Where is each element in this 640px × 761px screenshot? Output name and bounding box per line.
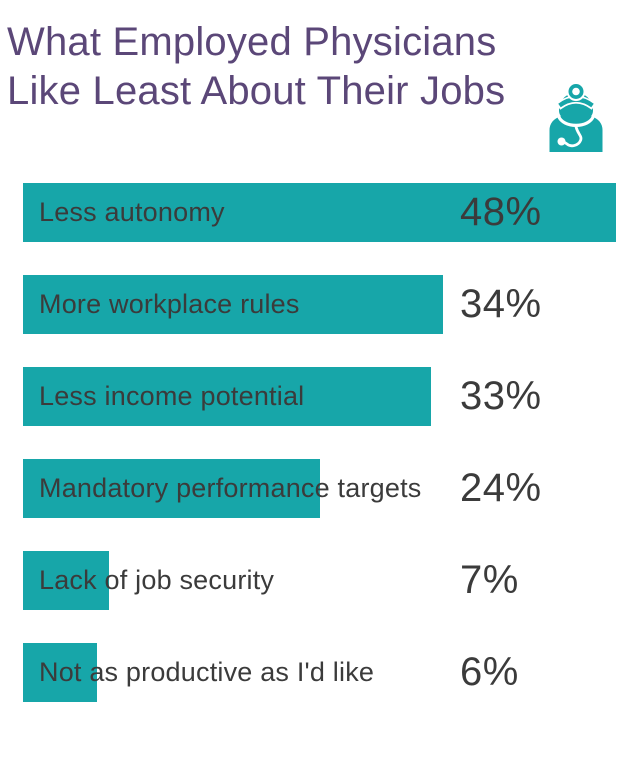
title-line-1: What Employed Physicians bbox=[7, 20, 497, 64]
bar-chart: Less autonomy 48% More workplace rules 34% L… bbox=[23, 183, 617, 735]
bar-label: More workplace rules bbox=[39, 289, 300, 319]
bar bbox=[23, 367, 431, 426]
bar bbox=[23, 551, 109, 610]
bar bbox=[23, 459, 320, 518]
bar-value: 48% bbox=[460, 190, 542, 234]
bar bbox=[23, 643, 97, 702]
doctor-icon bbox=[547, 82, 605, 152]
bar-row: Lack of job security 7% bbox=[23, 551, 617, 610]
bar-value: 6% bbox=[460, 650, 519, 694]
bar-value: 24% bbox=[460, 466, 542, 510]
bar-label: Less autonomy bbox=[39, 197, 225, 227]
bar-row: Not as productive as I'd like 6% bbox=[23, 643, 617, 702]
bar-label: Mandatory performance targets bbox=[39, 473, 422, 503]
bar-row: Mandatory performance targets 24% bbox=[23, 459, 617, 518]
bar bbox=[23, 275, 443, 334]
bar-label: Lack of job security bbox=[39, 565, 275, 595]
bar-value: 34% bbox=[460, 282, 542, 326]
title-line-2: Like Least About Their Jobs bbox=[7, 69, 506, 113]
bar-value: 33% bbox=[460, 374, 542, 418]
bar-row: Less autonomy 48% bbox=[23, 183, 617, 242]
bar bbox=[23, 183, 616, 242]
bar-row: More workplace rules 34% bbox=[23, 275, 617, 334]
bar-row: Less income potential 33% bbox=[23, 367, 617, 426]
bar-label: Not as productive as I'd like bbox=[39, 657, 375, 687]
bar-value: 7% bbox=[460, 558, 519, 602]
bar-label: Less income potential bbox=[39, 381, 305, 411]
page-title: What Employed Physicians Like Least About… bbox=[7, 18, 505, 116]
